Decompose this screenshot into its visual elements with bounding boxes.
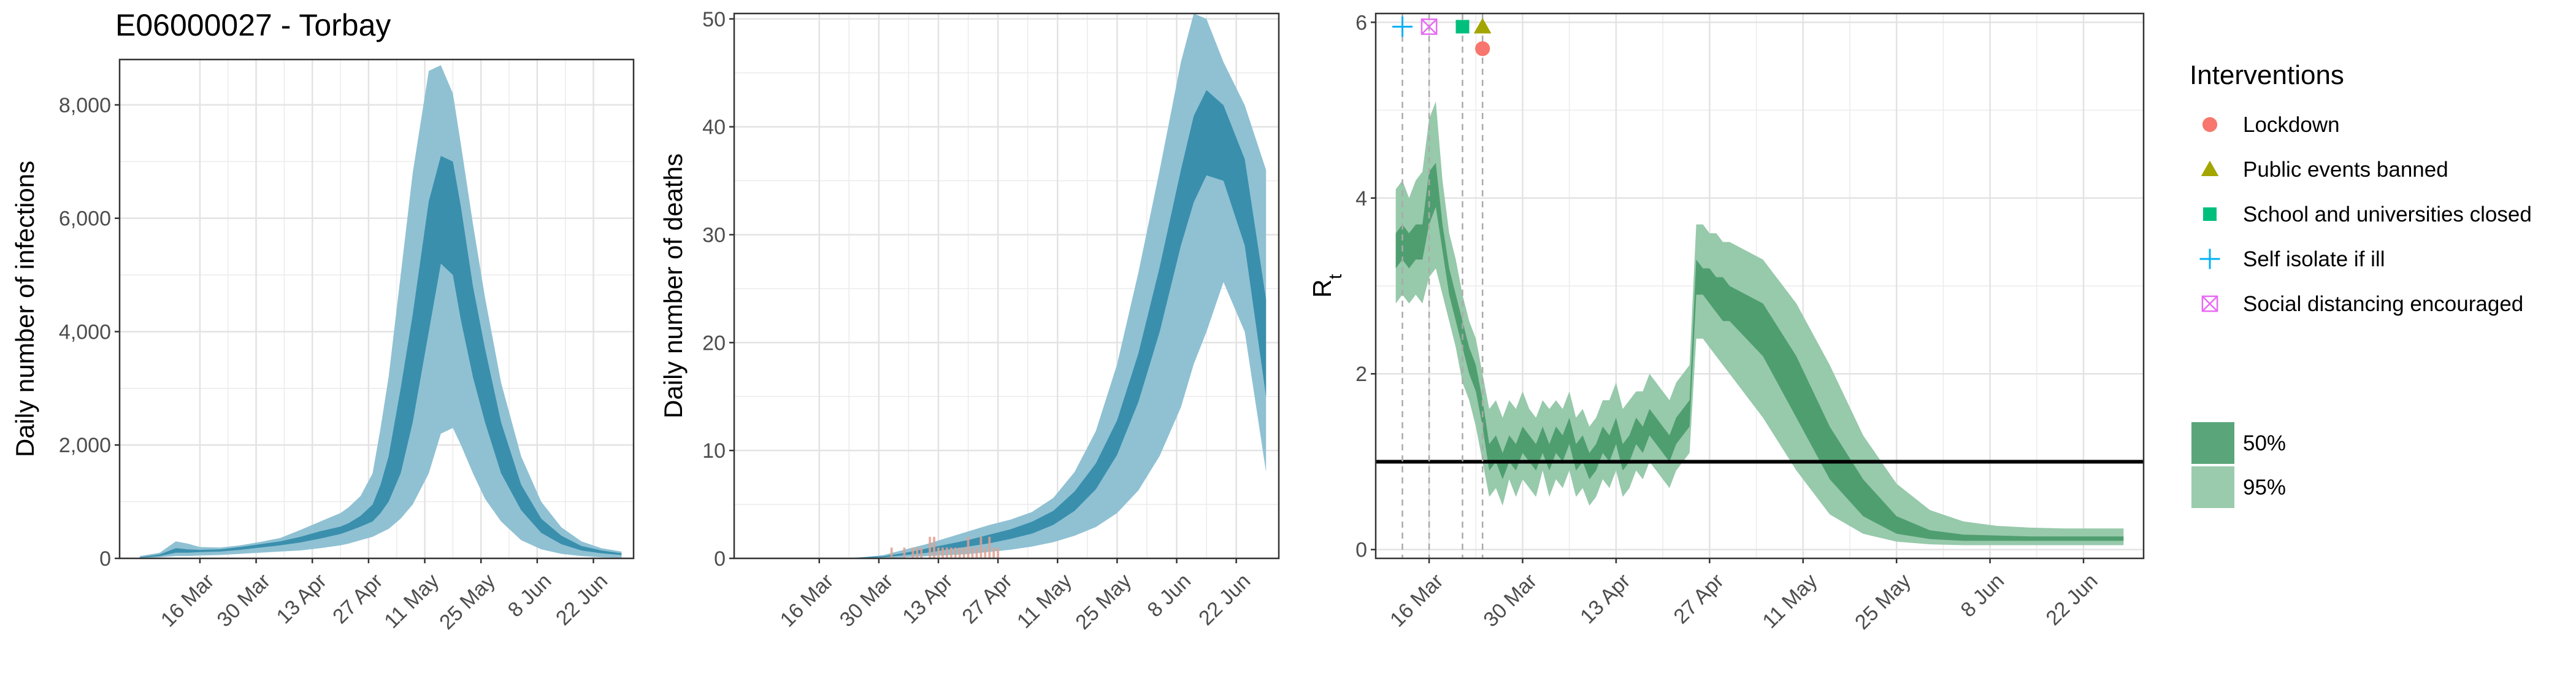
observed-death-bar: [949, 547, 953, 558]
observed-death-bar: [954, 547, 957, 558]
observed-death-bar: [911, 547, 914, 558]
legend-label: Public events banned: [2243, 158, 2448, 182]
y-tick-label: 50: [702, 8, 726, 31]
y-axis-label-subscript: t: [1325, 274, 1346, 279]
legend-label: School and universities closed: [2243, 202, 2532, 226]
y-axis-label: Daily number of deaths: [659, 153, 688, 418]
legend-key-triangle: [2201, 160, 2219, 176]
legend-label: Self isolate if ill: [2243, 247, 2385, 271]
y-axis-label: Daily number of infections: [10, 161, 39, 457]
intervention-marker: [1420, 18, 1438, 35]
observed-death-bar: [975, 547, 978, 558]
legend-band-swatch: [2191, 466, 2234, 508]
legend-label: Social distancing encouraged: [2243, 292, 2523, 316]
observed-death-bar: [997, 547, 1000, 558]
legend-title: Interventions: [2190, 60, 2344, 90]
legend: Interventions Lockdown Public events banne…: [2190, 60, 2532, 508]
legend-key-circle: [2202, 117, 2218, 133]
y-tick-label: 6,000: [59, 207, 111, 231]
observed-death-bar: [890, 547, 893, 558]
intervention-marker: [1392, 16, 1413, 37]
observed-death-bar: [979, 536, 983, 558]
legend-key-box-x: [2201, 295, 2218, 312]
observed-death-bar: [937, 547, 940, 558]
observed-death-bar: [941, 547, 944, 558]
observed-death-bar: [945, 547, 948, 558]
y-tick-label: 10: [702, 439, 726, 463]
legend-band-label: 50%: [2243, 431, 2286, 455]
observed-death-bar: [929, 536, 932, 558]
y-tick-label: 0: [99, 547, 111, 571]
legend-key-plus: [2199, 249, 2220, 269]
y-tick-label: 2,000: [59, 434, 111, 457]
y-tick-label: 4,000: [59, 320, 111, 344]
y-tick-label: 0: [714, 547, 726, 571]
observed-death-bar: [903, 547, 906, 558]
observed-death-bar: [958, 547, 961, 558]
intervention-marker: [1475, 41, 1490, 56]
y-tick-label: 40: [702, 116, 726, 139]
band-95-deaths: [840, 13, 1267, 558]
legend-key-square: [2203, 207, 2217, 221]
y-tick-label: 2: [1355, 363, 1367, 386]
band-50-infections: [139, 156, 622, 558]
y-tick-label: 6: [1355, 11, 1367, 34]
observed-death-bar: [984, 547, 987, 558]
band-50-deaths: [840, 90, 1267, 559]
observed-death-bar: [933, 536, 935, 558]
observed-death-bar: [992, 547, 995, 558]
panel-frame: [1374, 12, 2145, 560]
legend-label: Lockdown: [2243, 113, 2340, 137]
observed-death-bar: [962, 547, 965, 558]
observed-death-bar: [971, 547, 974, 558]
y-tick-label: 8,000: [59, 94, 111, 117]
y-tick-label: 0: [1355, 539, 1367, 562]
legend-band-swatch: [2191, 422, 2234, 464]
y-tick-label: 4: [1355, 187, 1367, 210]
figure-title: E06000027 - Torbay: [115, 8, 391, 42]
y-tick-label: 30: [702, 223, 726, 247]
panel-frame: [733, 12, 1280, 560]
y-tick-label: 20: [702, 331, 726, 355]
panel-frame: [118, 58, 635, 560]
intervention-marker: [1473, 18, 1492, 34]
grid: [120, 60, 634, 560]
band-50-rt: [1395, 163, 2124, 541]
observed-death-bar: [916, 547, 919, 558]
observed-death-bar: [920, 547, 923, 558]
observed-death-bar: [988, 536, 991, 558]
intervention-marker: [1455, 20, 1470, 34]
observed-death-bar: [967, 536, 970, 558]
legend-band-label: 95%: [2243, 476, 2286, 499]
